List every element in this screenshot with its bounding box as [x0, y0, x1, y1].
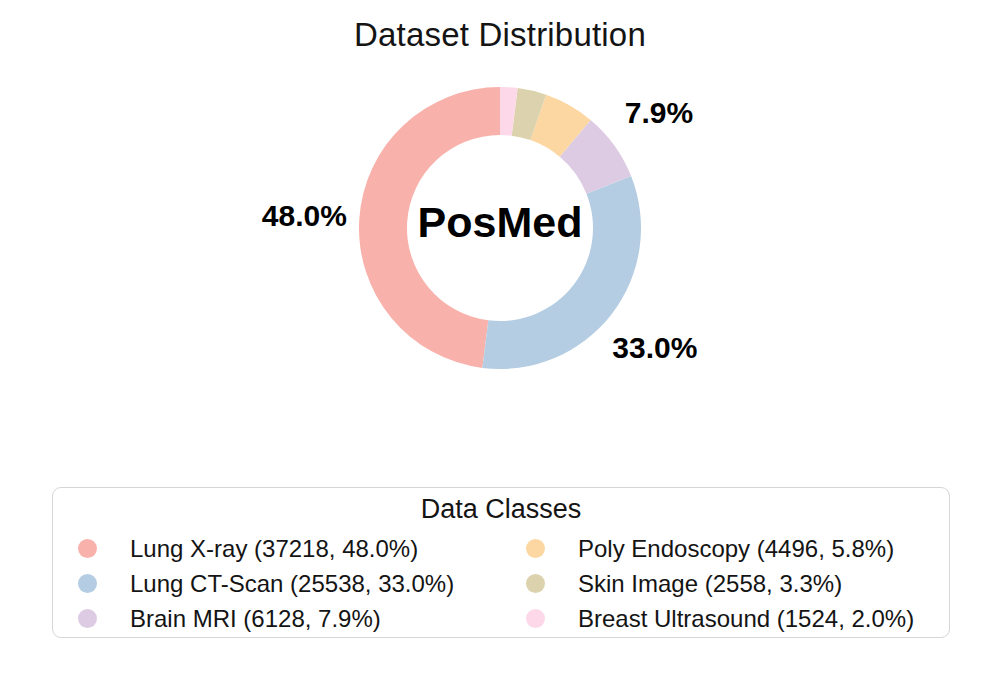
legend-swatch-icon — [78, 609, 97, 628]
legend-item-label: Breast Ultrasound (1524, 2.0%) — [578, 605, 914, 633]
legend-item: Brain MRI (6128, 7.9%) — [53, 601, 501, 636]
slice-percent-label: 7.9% — [625, 96, 693, 130]
donut-chart: PosMed 48.0% 33.0% 7.9% — [0, 0, 1000, 480]
legend-swatch-icon — [526, 609, 545, 628]
legend-swatch-icon — [526, 539, 545, 558]
legend-item-label: Poly Endoscopy (4496, 5.8%) — [578, 535, 894, 563]
donut-center-label: PosMed — [418, 198, 583, 247]
legend-box: Data Classes Lung X-ray (37218, 48.0%)Lu… — [52, 487, 950, 638]
slice-percent-label: 33.0% — [612, 331, 697, 365]
legend-item: Lung CT-Scan (25538, 33.0%) — [53, 566, 501, 601]
slice-percent-label: 48.0% — [262, 199, 347, 233]
legend-item: Breast Ultrasound (1524, 2.0%) — [501, 601, 949, 636]
legend-swatch-icon — [78, 539, 97, 558]
figure-canvas: Dataset Distribution PosMed 48.0%33.0%7.… — [0, 0, 1000, 700]
legend-item-label: Skin Image (2558, 3.3%) — [578, 570, 842, 598]
legend-item: Lung X-ray (37218, 48.0%) — [53, 531, 501, 566]
legend-item-label: Brain MRI (6128, 7.9%) — [130, 605, 381, 633]
legend-item-label: Lung CT-Scan (25538, 33.0%) — [130, 570, 454, 598]
legend-swatch-icon — [78, 574, 97, 593]
legend-items: Lung X-ray (37218, 48.0%) Lung CT-Scan (2… — [53, 531, 949, 636]
legend-title: Data Classes — [53, 494, 949, 525]
legend-item-label: Lung X-ray (37218, 48.0%) — [130, 535, 418, 563]
legend-swatch-icon — [526, 574, 545, 593]
legend-item: Skin Image (2558, 3.3%) — [501, 566, 949, 601]
legend-item: Poly Endoscopy (4496, 5.8%) — [501, 531, 949, 566]
